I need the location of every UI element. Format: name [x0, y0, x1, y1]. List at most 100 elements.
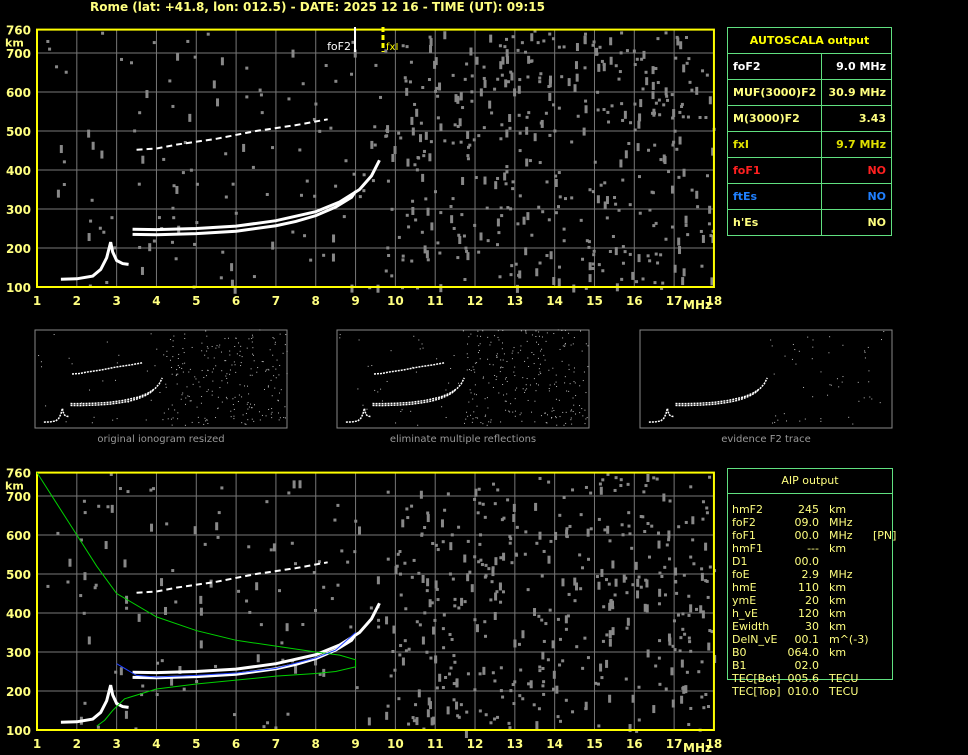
noise-dot: [64, 70, 68, 74]
noise-dot: [591, 262, 595, 266]
noise-dot: [110, 504, 114, 513]
noise-dot: [493, 502, 497, 506]
noise-dot: [532, 703, 536, 707]
noise-dot: [459, 703, 463, 707]
noise-dot: [570, 140, 574, 144]
noise-dot: [546, 658, 550, 662]
noise-dot: [528, 159, 532, 163]
thumb-noise: [172, 346, 174, 348]
noise-dot: [463, 554, 467, 563]
y-tick-label: 100: [6, 281, 31, 295]
noise-dot: [512, 702, 516, 706]
x-tick-label: 12: [467, 294, 484, 308]
noise-dot: [639, 99, 643, 108]
noise-dot: [407, 722, 411, 726]
noise-dot: [566, 614, 570, 618]
noise-dot: [280, 641, 284, 645]
noise-dot: [708, 205, 712, 214]
noise-dot: [438, 251, 442, 255]
thumb-noise: [274, 343, 276, 345]
y-tick-label: 600: [6, 529, 31, 543]
thumb-noise: [211, 390, 213, 392]
y-axis-label: km: [5, 480, 24, 493]
noise-dot: [518, 78, 522, 82]
thumb-noise: [482, 377, 484, 379]
noise-dot: [450, 215, 454, 224]
noise-dot: [695, 86, 699, 95]
noise-dot: [453, 597, 457, 601]
noise-dot: [266, 721, 270, 725]
noise-dot: [637, 575, 641, 579]
noise-dot: [600, 676, 604, 680]
noise-dot: [473, 618, 477, 622]
thumb-noise: [572, 397, 574, 399]
thumb-noise: [272, 354, 274, 356]
noise-dot: [664, 687, 668, 691]
thumb-noise: [276, 359, 278, 361]
thumb-noise: [184, 333, 186, 335]
thumb-noise: [165, 386, 167, 388]
noise-dot: [700, 264, 704, 268]
thumb-noise: [531, 411, 533, 413]
noise-dot: [466, 130, 470, 139]
noise-dot: [155, 693, 159, 697]
thumb-noise: [541, 348, 543, 350]
noise-dot: [496, 715, 500, 719]
noise-dot: [484, 563, 488, 567]
noise-dot: [455, 701, 459, 710]
noise-dot: [125, 606, 129, 610]
thumb-noise: [864, 350, 866, 352]
thumb-noise: [497, 336, 499, 338]
noise-dot: [599, 183, 603, 187]
noise-dot: [448, 672, 452, 676]
noise-dot: [516, 48, 520, 52]
thumb-noise: [525, 330, 527, 332]
noise-dot: [174, 600, 178, 604]
noise-dot: [597, 263, 601, 267]
noise-dot: [646, 522, 650, 526]
noise-dot: [589, 491, 593, 495]
noise-dot: [262, 725, 266, 729]
noise-dot: [614, 247, 618, 256]
noise-dot: [603, 201, 607, 210]
noise-dot: [541, 666, 545, 670]
thumb-noise: [555, 417, 557, 419]
noise-dot: [689, 649, 693, 653]
thumb-noise: [479, 343, 481, 345]
noise-dot: [639, 514, 643, 518]
noise-dot: [55, 65, 59, 69]
noise-dot: [499, 689, 503, 693]
noise-dot: [626, 617, 630, 626]
noise-dot: [574, 61, 578, 70]
noise-dot: [137, 613, 141, 622]
autoscala-row: foF1 NO: [726, 157, 892, 184]
noise-dot: [330, 597, 334, 601]
noise-dot: [141, 684, 145, 688]
noise-dot: [473, 223, 477, 227]
noise-dot: [685, 61, 689, 65]
noise-dot: [401, 519, 405, 528]
thumb-noise: [525, 331, 527, 333]
thumb-noise: [245, 423, 247, 425]
noise-dot: [514, 552, 518, 556]
noise-dot: [340, 549, 344, 553]
noise-dot: [449, 204, 453, 208]
thumb-noise: [217, 407, 219, 409]
noise-dot: [83, 511, 87, 515]
noise-dot: [452, 654, 456, 658]
noise-dot: [506, 55, 510, 64]
noise-dot: [466, 573, 470, 582]
noise-dot: [706, 595, 710, 599]
thumb-noise: [510, 403, 512, 405]
thumb-noise: [204, 417, 206, 419]
thumb-noise: [804, 418, 806, 420]
noise-dot: [379, 95, 383, 99]
thumb-noise: [505, 400, 507, 402]
noise-dot: [188, 113, 192, 122]
thumb-noise: [581, 408, 583, 410]
noise-dot: [655, 477, 659, 481]
noise-dot: [700, 660, 704, 664]
noise-dot: [428, 153, 432, 162]
thumb-noise: [582, 415, 584, 417]
noise-dot: [269, 548, 273, 552]
